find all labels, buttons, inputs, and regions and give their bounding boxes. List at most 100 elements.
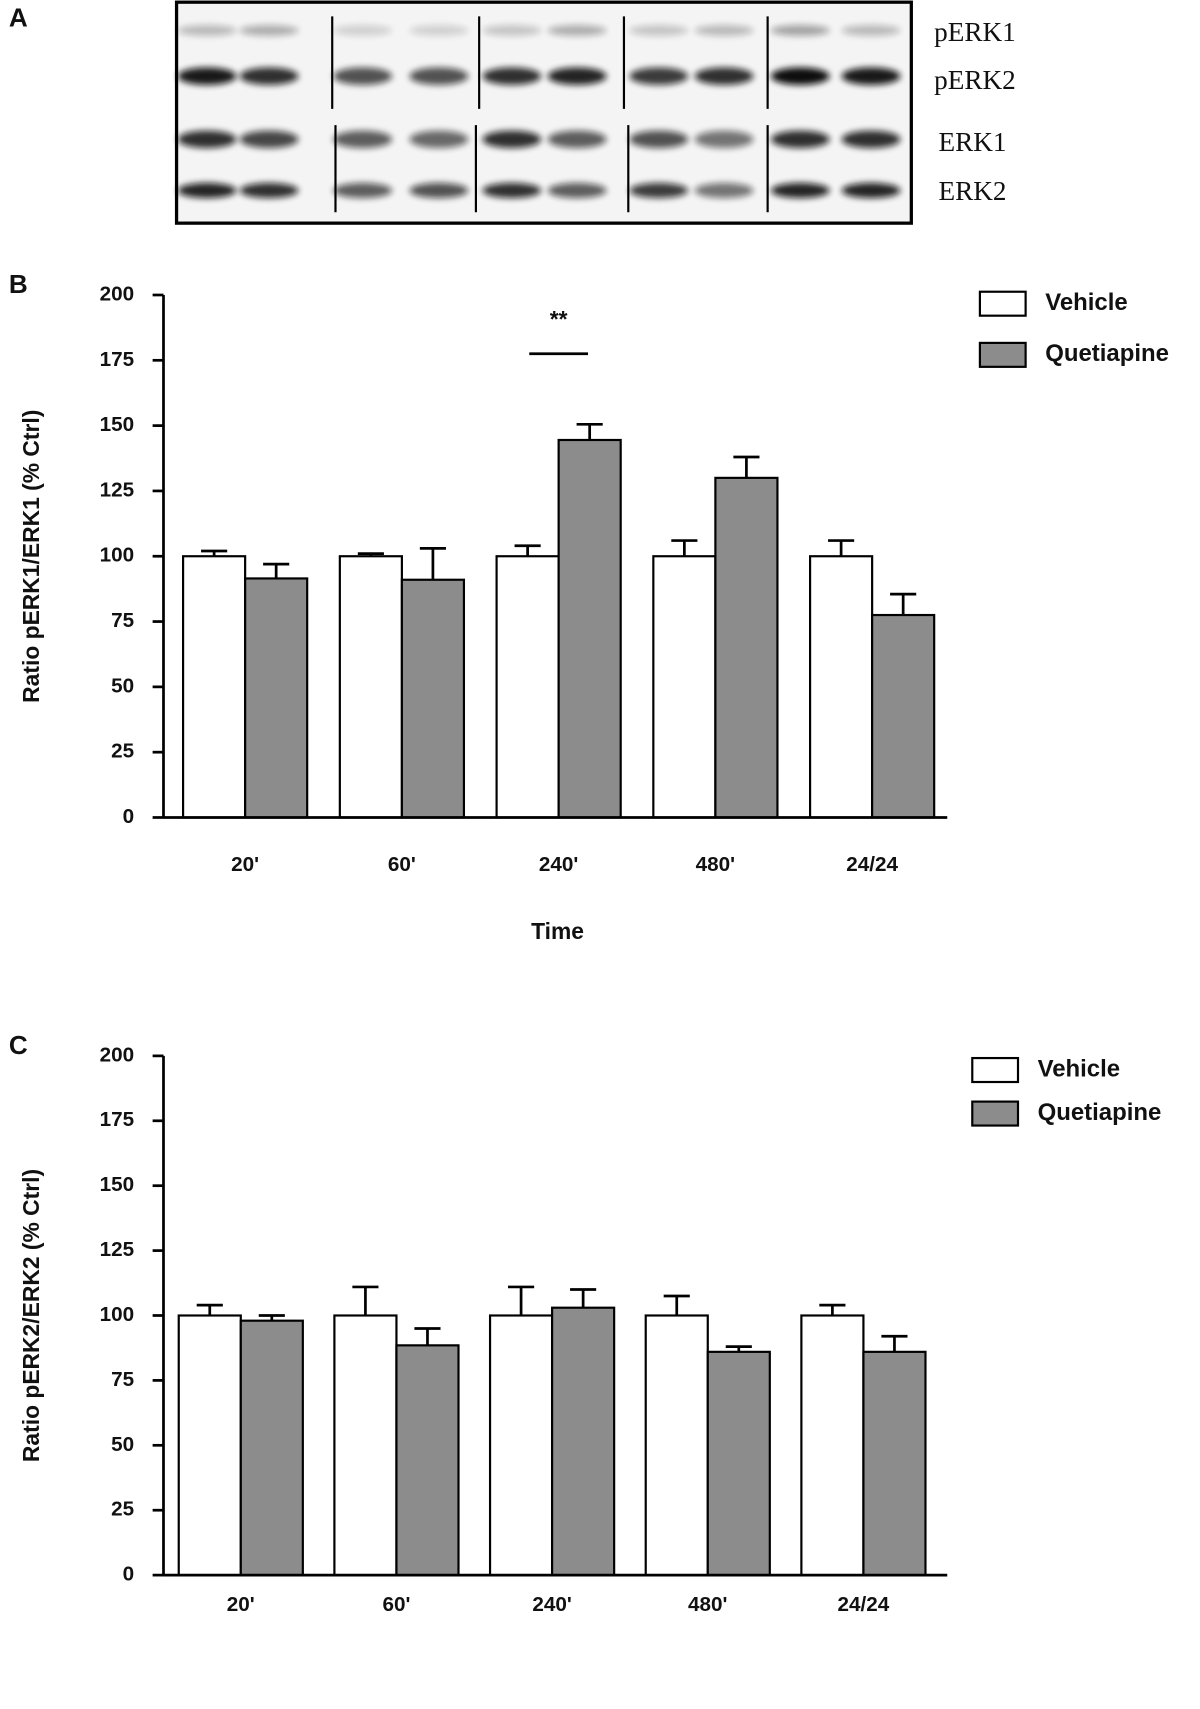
blot-band [177, 130, 237, 149]
bar [808, 555, 874, 819]
bar [495, 555, 560, 819]
blot-band [694, 130, 754, 149]
blot-band [177, 25, 237, 36]
bar [551, 1306, 616, 1577]
legend-swatch [978, 341, 1027, 368]
bar [800, 1314, 865, 1577]
bar [177, 1314, 242, 1577]
blot-band [547, 67, 607, 85]
bar [333, 1314, 398, 1577]
bar [400, 578, 466, 819]
blot-band [770, 130, 830, 149]
blot-band [177, 67, 237, 85]
blot-band [629, 130, 689, 149]
legend-label: Quetiapine [1038, 1099, 1162, 1126]
blot-band [333, 182, 393, 199]
x-tick-label: 240' [532, 1593, 571, 1616]
x-tick-label: 24/24 [846, 853, 898, 876]
bar [239, 1319, 304, 1577]
legend-label: Vehicle [1038, 1055, 1121, 1082]
x-tick-label: 20' [231, 853, 259, 876]
bar [557, 438, 622, 819]
blot-band [333, 130, 393, 149]
bar [338, 555, 403, 819]
y-tick-label: 100 [100, 1303, 135, 1326]
x-tick-label: 480' [696, 853, 735, 876]
x-axis-title: Time [531, 918, 584, 944]
blot-band [694, 25, 754, 36]
blot-band [482, 130, 542, 149]
y-tick-label: 0 [123, 1563, 135, 1586]
blot-band [770, 25, 830, 36]
blot-band [629, 182, 689, 199]
legend-label: Vehicle [1045, 289, 1128, 316]
y-tick-label: 50 [111, 1433, 134, 1456]
blot-band [482, 25, 542, 36]
bar [652, 555, 717, 819]
significance-label: ** [550, 306, 568, 332]
y-tick-label: 75 [111, 609, 134, 632]
legend-swatch [971, 1100, 1020, 1127]
blot-band [177, 182, 237, 199]
blot-band [409, 25, 469, 36]
y-axis-title: Ratio pERK1/ERK1 (% Ctrl) [18, 410, 44, 703]
blot-band [239, 130, 299, 149]
x-tick-label: 24/24 [838, 1593, 890, 1616]
blot-band [409, 130, 469, 149]
y-tick-label: 125 [100, 1238, 135, 1261]
blot-band [239, 182, 299, 199]
bar [182, 555, 247, 819]
bar [714, 476, 779, 819]
blot-band [694, 67, 754, 85]
panel-label: B [9, 269, 28, 299]
y-tick-label: 25 [111, 740, 134, 763]
blot-band [770, 182, 830, 199]
panel-label: A [9, 2, 28, 32]
blot-label: ERK2 [939, 176, 1007, 206]
bar [871, 613, 936, 819]
y-tick-label: 125 [100, 478, 135, 501]
bar [244, 577, 309, 819]
y-axis-title: Ratio pERK2/ERK2 (% Ctrl) [18, 1169, 44, 1462]
legend-label: Quetiapine [1045, 340, 1169, 367]
blot-band [547, 25, 607, 36]
x-tick-label: 480' [688, 1593, 727, 1616]
y-tick-label: 100 [100, 544, 135, 567]
blot-band [409, 67, 469, 85]
blot-label: pERK2 [934, 65, 1016, 95]
western-blot [174, 0, 913, 225]
blot-band [629, 67, 689, 85]
blot-band [239, 67, 299, 85]
blot-band [547, 182, 607, 199]
blot-band [333, 67, 393, 85]
panel-label: C [9, 1030, 28, 1060]
blot-band [409, 182, 469, 199]
x-tick-label: 60' [388, 853, 416, 876]
legend-swatch [971, 1056, 1020, 1084]
legend-swatch [978, 290, 1027, 317]
y-tick-label: 200 [100, 282, 135, 305]
blot-label: ERK1 [939, 127, 1007, 157]
bar [488, 1314, 554, 1577]
blot-band [841, 182, 901, 199]
blot-band [482, 182, 542, 199]
y-tick-label: 25 [111, 1498, 134, 1521]
x-tick-label: 20' [227, 1593, 255, 1616]
y-tick-label: 200 [100, 1043, 135, 1066]
blot-band [333, 25, 393, 36]
x-tick-label: 240' [539, 853, 578, 876]
blot-band [841, 25, 901, 36]
y-tick-label: 175 [100, 348, 135, 371]
blot-band [482, 67, 542, 85]
blot-band [547, 130, 607, 149]
y-tick-label: 75 [111, 1368, 134, 1391]
bar [706, 1350, 771, 1577]
blot-band [770, 67, 830, 85]
bar [644, 1314, 709, 1577]
bar [395, 1344, 460, 1577]
y-tick-label: 175 [100, 1108, 135, 1131]
y-tick-label: 50 [111, 674, 134, 697]
y-tick-label: 150 [100, 413, 135, 436]
